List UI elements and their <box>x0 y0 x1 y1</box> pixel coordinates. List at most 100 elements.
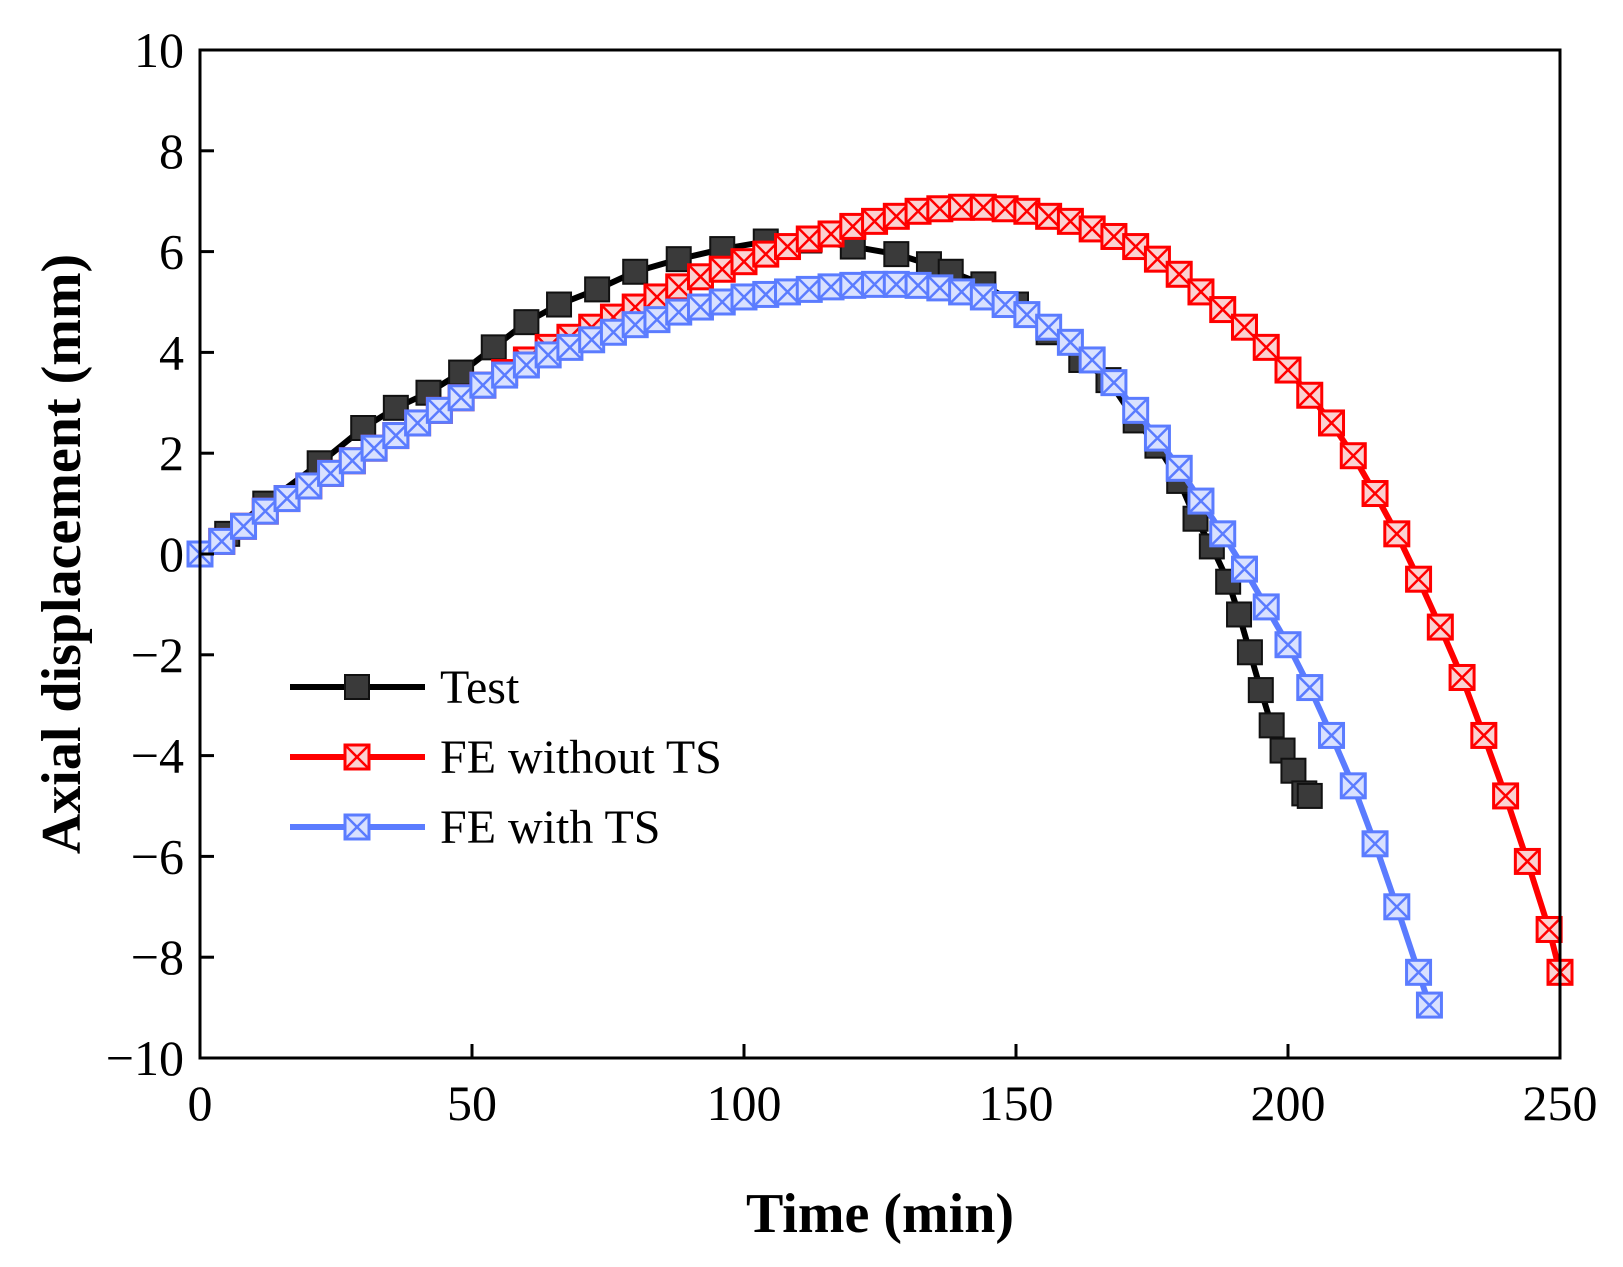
data-point-fe-without-ts <box>1056 207 1084 235</box>
plot-frame <box>198 48 1562 1060</box>
data-point-test <box>1226 601 1253 628</box>
data-point-fe-without-ts <box>1122 233 1150 261</box>
data-point-fe-with-ts <box>817 273 845 301</box>
data-point-fe-with-ts <box>948 278 976 306</box>
x-tick-label: 250 <box>1523 1075 1598 1131</box>
data-point-fe-with-ts <box>1318 721 1346 749</box>
data-point-fe-with-ts <box>469 371 497 399</box>
y-tick-label: 0 <box>159 526 184 582</box>
legend-label-fe-without-ts: FE without TS <box>440 731 722 784</box>
data-point-fe-without-ts <box>1535 915 1563 943</box>
data-point-test <box>1296 782 1323 809</box>
data-point-fe-with-ts <box>208 527 236 555</box>
legend-item-fe-without-ts: FE without TS <box>290 731 722 784</box>
data-point-test <box>1247 677 1274 704</box>
series-line-test <box>198 237 1312 799</box>
data-point-fe-with-ts <box>1405 958 1433 986</box>
data-point-fe-without-ts <box>1274 356 1302 384</box>
data-point-fe-with-ts <box>991 291 1019 319</box>
y-tick-label: 2 <box>159 425 184 481</box>
data-point-test <box>480 334 507 361</box>
data-point-fe-without-ts <box>686 263 714 291</box>
data-point-fe-with-ts <box>447 384 475 412</box>
data-point-fe-without-ts <box>1252 333 1280 361</box>
series-line-fe-without-ts <box>198 204 1563 974</box>
data-point-fe-without-ts <box>1209 296 1237 324</box>
series-layer <box>186 193 1574 1019</box>
data-point-fe-with-ts <box>1078 346 1106 374</box>
data-point-test <box>622 258 649 285</box>
data-point-fe-with-ts <box>969 283 997 311</box>
data-point-fe-with-ts <box>861 270 889 298</box>
data-point-fe-without-ts <box>665 273 693 301</box>
data-point-fe-without-ts <box>861 207 889 235</box>
axis-layer: 0 50 100 150 200 250 −10 −8 −6 −4 −2 0 2 4 6 8 10 <box>106 22 1598 1131</box>
data-point-test <box>1280 757 1307 784</box>
legend-item-test: Test <box>290 661 520 714</box>
y-tick-label: −10 <box>106 1030 184 1086</box>
data-point-fe-without-ts <box>1383 520 1411 548</box>
data-point-fe-with-ts <box>1252 593 1280 621</box>
x-tick-label: 150 <box>979 1075 1054 1131</box>
y-tick-label: −2 <box>131 627 184 683</box>
data-point-fe-with-ts <box>643 306 671 334</box>
data-point-fe-with-ts <box>665 298 693 326</box>
data-point-fe-with-ts <box>1056 328 1084 356</box>
data-point-fe-without-ts <box>882 202 910 230</box>
series-test <box>187 227 1323 809</box>
data-point-fe-without-ts <box>1187 278 1215 306</box>
y-axis-title: Axial displacement (mm) <box>31 254 93 854</box>
data-point-fe-with-ts <box>621 311 649 339</box>
legend-marker-test <box>344 674 370 700</box>
data-point-fe-with-ts <box>599 318 627 346</box>
data-point-fe-without-ts <box>1296 381 1324 409</box>
y-tick-label: −4 <box>131 728 184 784</box>
data-point-fe-without-ts <box>1318 409 1346 437</box>
legend-item-fe-with-ts: FE with TS <box>290 801 661 854</box>
data-point-fe-without-ts <box>730 248 758 276</box>
data-point-fe-with-ts <box>1187 487 1215 515</box>
data-point-test <box>883 241 910 268</box>
data-point-fe-without-ts <box>1405 565 1433 593</box>
data-point-test <box>1258 712 1285 739</box>
y-tick-label: 6 <box>159 224 184 280</box>
data-point-fe-with-ts <box>230 512 258 540</box>
data-point-fe-with-ts <box>556 333 584 361</box>
data-point-fe-with-ts <box>882 270 910 298</box>
data-point-test <box>382 394 409 421</box>
data-point-fe-without-ts <box>926 195 954 223</box>
data-point-fe-with-ts <box>1274 631 1302 659</box>
data-point-fe-without-ts <box>1492 782 1520 810</box>
x-tick-label: 0 <box>188 1075 213 1131</box>
data-point-fe-without-ts <box>1339 442 1367 470</box>
data-point-fe-with-ts <box>1339 772 1367 800</box>
data-point-fe-without-ts <box>817 220 845 248</box>
legend: Test FE without TS FE with TS <box>290 661 722 854</box>
legend-label-test: Test <box>440 661 520 714</box>
y-tick-label: −6 <box>131 828 184 884</box>
data-point-fe-with-ts <box>1415 991 1443 1019</box>
data-point-fe-without-ts <box>839 212 867 240</box>
data-point-fe-with-ts <box>1100 369 1128 397</box>
x-tick-label: 50 <box>447 1075 497 1131</box>
data-point-fe-with-ts <box>1165 454 1193 482</box>
data-point-fe-without-ts <box>774 233 802 261</box>
data-point-fe-without-ts <box>991 195 1019 223</box>
data-point-fe-without-ts <box>1230 313 1258 341</box>
legend-marker-fe-without-ts <box>343 743 371 771</box>
data-point-fe-without-ts <box>1078 215 1106 243</box>
data-point-fe-without-ts <box>795 225 823 253</box>
data-point-test <box>448 359 475 386</box>
data-point-fe-with-ts <box>1296 674 1324 702</box>
data-point-fe-with-ts <box>360 434 388 462</box>
legend-marker-fe-with-ts <box>343 813 371 841</box>
data-point-fe-without-ts <box>1470 721 1498 749</box>
data-point-test <box>1236 639 1263 666</box>
series-fe-without-ts <box>186 193 1574 986</box>
data-point-fe-with-ts <box>839 271 867 299</box>
data-point-fe-with-ts <box>1122 396 1150 424</box>
data-point-fe-without-ts <box>1448 663 1476 691</box>
data-point-fe-with-ts <box>686 293 714 321</box>
data-point-fe-with-ts <box>1383 893 1411 921</box>
